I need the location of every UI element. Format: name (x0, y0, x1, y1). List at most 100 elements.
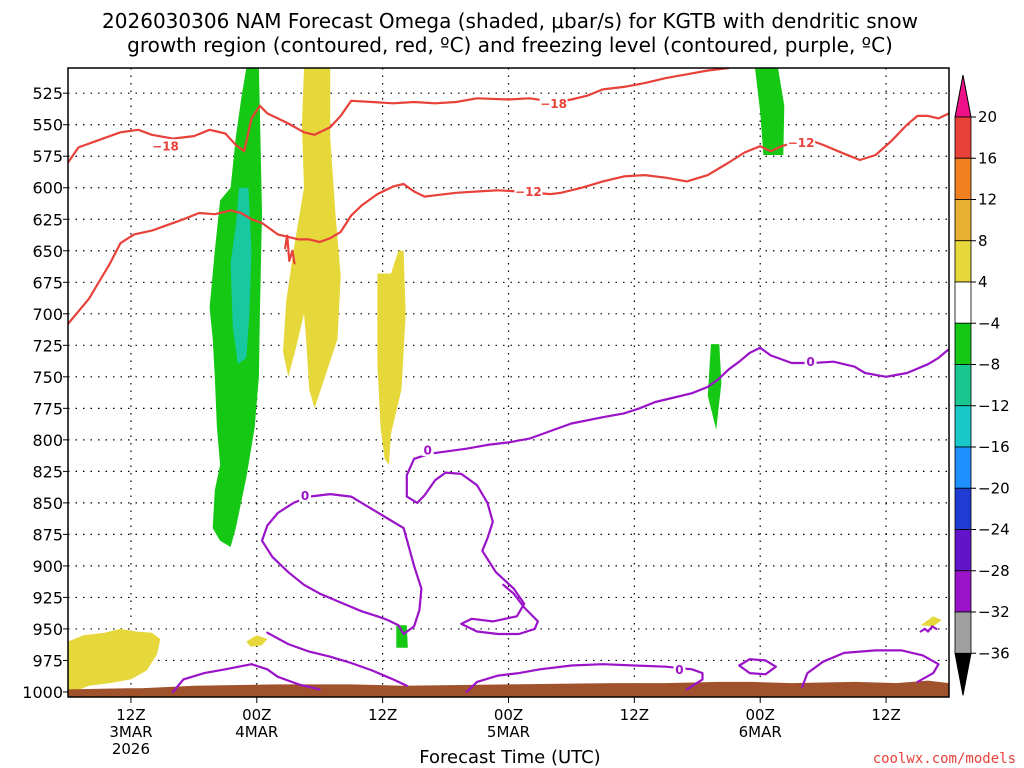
y-tick-label: 700 (32, 305, 63, 324)
x-tick-label: 5MAR (487, 723, 530, 741)
colorbar-label: 16 (978, 149, 997, 167)
contour-label: −12 (788, 136, 815, 150)
x-tick-label: 12Z (871, 706, 900, 724)
x-tick-label: 12Z (620, 706, 649, 724)
contour-label-bg (787, 135, 816, 149)
contour-zero_loop_mid (260, 493, 423, 636)
y-tick-label: 650 (32, 242, 63, 261)
contour-label-bg (299, 488, 312, 502)
x-tick-label: 2026 (112, 740, 150, 758)
contour-label: 0 (675, 663, 683, 677)
contour-label-bg (673, 662, 686, 676)
y-tick-label: 825 (32, 462, 63, 481)
contour-label: −18 (540, 97, 567, 111)
area-yellow_small_right (920, 616, 942, 627)
colorbar-label: −20 (978, 479, 1010, 497)
colorbar-swatch (954, 199, 972, 242)
x-tick-label: 12Z (368, 706, 397, 724)
shaded-areas (68, 68, 949, 697)
contour-zero_bottom_right (465, 663, 704, 694)
x-tick-label: 00Z (242, 706, 271, 724)
y-tick-label: 900 (32, 557, 63, 576)
area-yellow_col2 (377, 250, 406, 466)
contour-label-bg (514, 184, 543, 198)
y-tick-label: 1000 (22, 683, 63, 702)
contour-label: −18 (152, 140, 179, 154)
contour-labels: −18 −18 −12 −12 0 0 0 0 (151, 96, 817, 677)
y-tick-label: 950 (32, 620, 63, 639)
y-tick-label: 575 (32, 147, 63, 166)
y-tick-label: 625 (32, 210, 63, 229)
area-yellow_dot_mid (246, 635, 268, 647)
y-tick-label: 800 (32, 431, 63, 450)
chart-title-line1: 2026030306 NAM Forecast Omega (shaded, μ… (102, 9, 918, 33)
colorbar-top-arrow (954, 74, 972, 118)
area-green_core (230, 187, 252, 365)
y-tick-label: 750 (32, 368, 63, 387)
chart-title-line2: growth region (contoured, red, ºC) and f… (127, 33, 893, 57)
y-tick-label: 925 (32, 588, 63, 607)
contour-minus12_spike (284, 234, 296, 265)
colorbar-label: −32 (978, 603, 1010, 621)
colorbar-swatch (954, 570, 972, 613)
contour-zero_loop_small1 (738, 658, 778, 676)
contour-zero_bottom_mid (266, 631, 408, 687)
y-tick-label: 675 (32, 273, 63, 292)
contour-label: 0 (806, 355, 814, 369)
y-tick-label: 550 (32, 116, 63, 135)
area-yellow_col1 (283, 68, 341, 409)
colorbar-label: −12 (978, 397, 1010, 415)
contour-lines (68, 68, 949, 694)
y-tick-label: 525 (32, 84, 63, 103)
colorbar-swatch (954, 611, 972, 654)
contour-label-bg (539, 96, 568, 110)
x-axis-label: Forecast Time (UTC) (419, 747, 600, 768)
y-tick-label: 600 (32, 179, 63, 198)
x-tick-label: 6MAR (739, 723, 782, 741)
y-tick-label: 875 (32, 525, 63, 544)
x-tick-label: 00Z (494, 706, 523, 724)
contour-label-bg (151, 139, 180, 153)
colorbar-label: 12 (978, 191, 997, 209)
x-tick-label: 4MAR (235, 723, 278, 741)
colorbar-label: −36 (978, 644, 1010, 662)
colorbar-swatch (954, 240, 972, 283)
colorbar-label: 4 (978, 273, 988, 291)
contour-minus18_line (68, 68, 730, 164)
contour-zero_bottom_left (171, 663, 321, 694)
colorbar-label: −4 (978, 314, 1000, 332)
y-tick-label: 775 (32, 399, 63, 418)
gridlines (68, 68, 949, 697)
contour-label-bg (804, 354, 817, 368)
colorbar-swatch (954, 281, 972, 324)
area-yellow_bottom_left (68, 628, 161, 692)
contour-zero_loop_small2 (801, 649, 940, 689)
colorbar-bottom-arrow (954, 652, 972, 696)
colorbar-swatch (954, 157, 972, 200)
colorbar-label: −16 (978, 438, 1010, 456)
contour-zero_main (428, 346, 949, 455)
y-tick-label: 850 (32, 494, 63, 513)
x-tick-label: 3MAR (109, 723, 152, 741)
contour-zero_loop_left (405, 452, 540, 636)
area-ground_fill (68, 680, 949, 697)
y-tick-label: 725 (32, 336, 63, 355)
colorbar-swatch (954, 529, 972, 572)
contour-label: 0 (424, 443, 432, 457)
colorbar-swatch (954, 446, 972, 489)
y-tick-label: 975 (32, 651, 63, 670)
credit-text: coolwx.com/models (873, 751, 1016, 767)
colorbar-swatch (954, 322, 972, 365)
x-tick-label: 12Z (116, 706, 145, 724)
colorbar-label: 8 (978, 232, 988, 250)
contour-label: 0 (301, 489, 309, 503)
area-green_right_top (755, 68, 785, 155)
colorbar-label: −8 (978, 356, 1000, 374)
colorbar-label: −28 (978, 562, 1010, 580)
colorbar-swatch (954, 116, 972, 159)
colorbar-label: 20 (978, 108, 997, 126)
colorbar-swatch (954, 405, 972, 448)
x-tick-label: 00Z (746, 706, 775, 724)
